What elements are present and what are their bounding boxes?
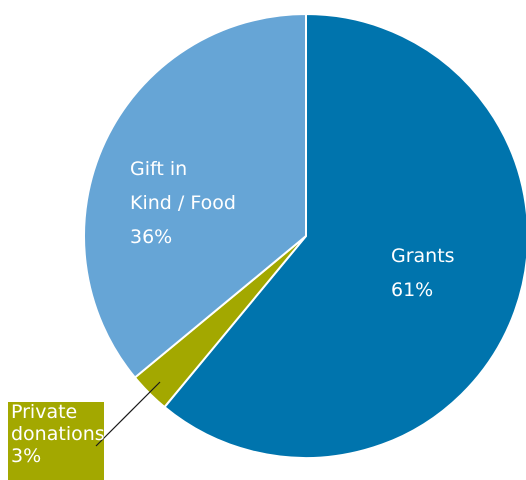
slice-label-gift-in-kind-food: Gift in Kind / Food 36% — [130, 158, 236, 248]
leader-line-private-donations — [95, 381, 161, 447]
slice-label-line: 36% — [130, 226, 172, 248]
slice-label-line: Gift in — [130, 158, 187, 180]
pie-slice-grants — [163, 13, 526, 459]
slice-label-private-donations: Private donations 3% — [11, 401, 105, 467]
slice-label-line: Private — [11, 401, 77, 423]
pie-slices — [83, 13, 526, 459]
slice-label-grants: Grants 61% — [391, 245, 455, 301]
slice-label-line: 3% — [11, 445, 41, 467]
pie-labels: Grants 61% Private donations 3% Gift in Kind /… — [8, 158, 455, 480]
slice-label-line: 61% — [391, 279, 433, 301]
slice-label-line: Kind / Food — [130, 192, 236, 214]
slice-label-line: donations — [11, 423, 105, 445]
pie-slice-gift-in-kind-food — [83, 13, 307, 379]
slice-label-line: Grants — [391, 245, 455, 267]
label-box-private-donations — [8, 402, 104, 480]
